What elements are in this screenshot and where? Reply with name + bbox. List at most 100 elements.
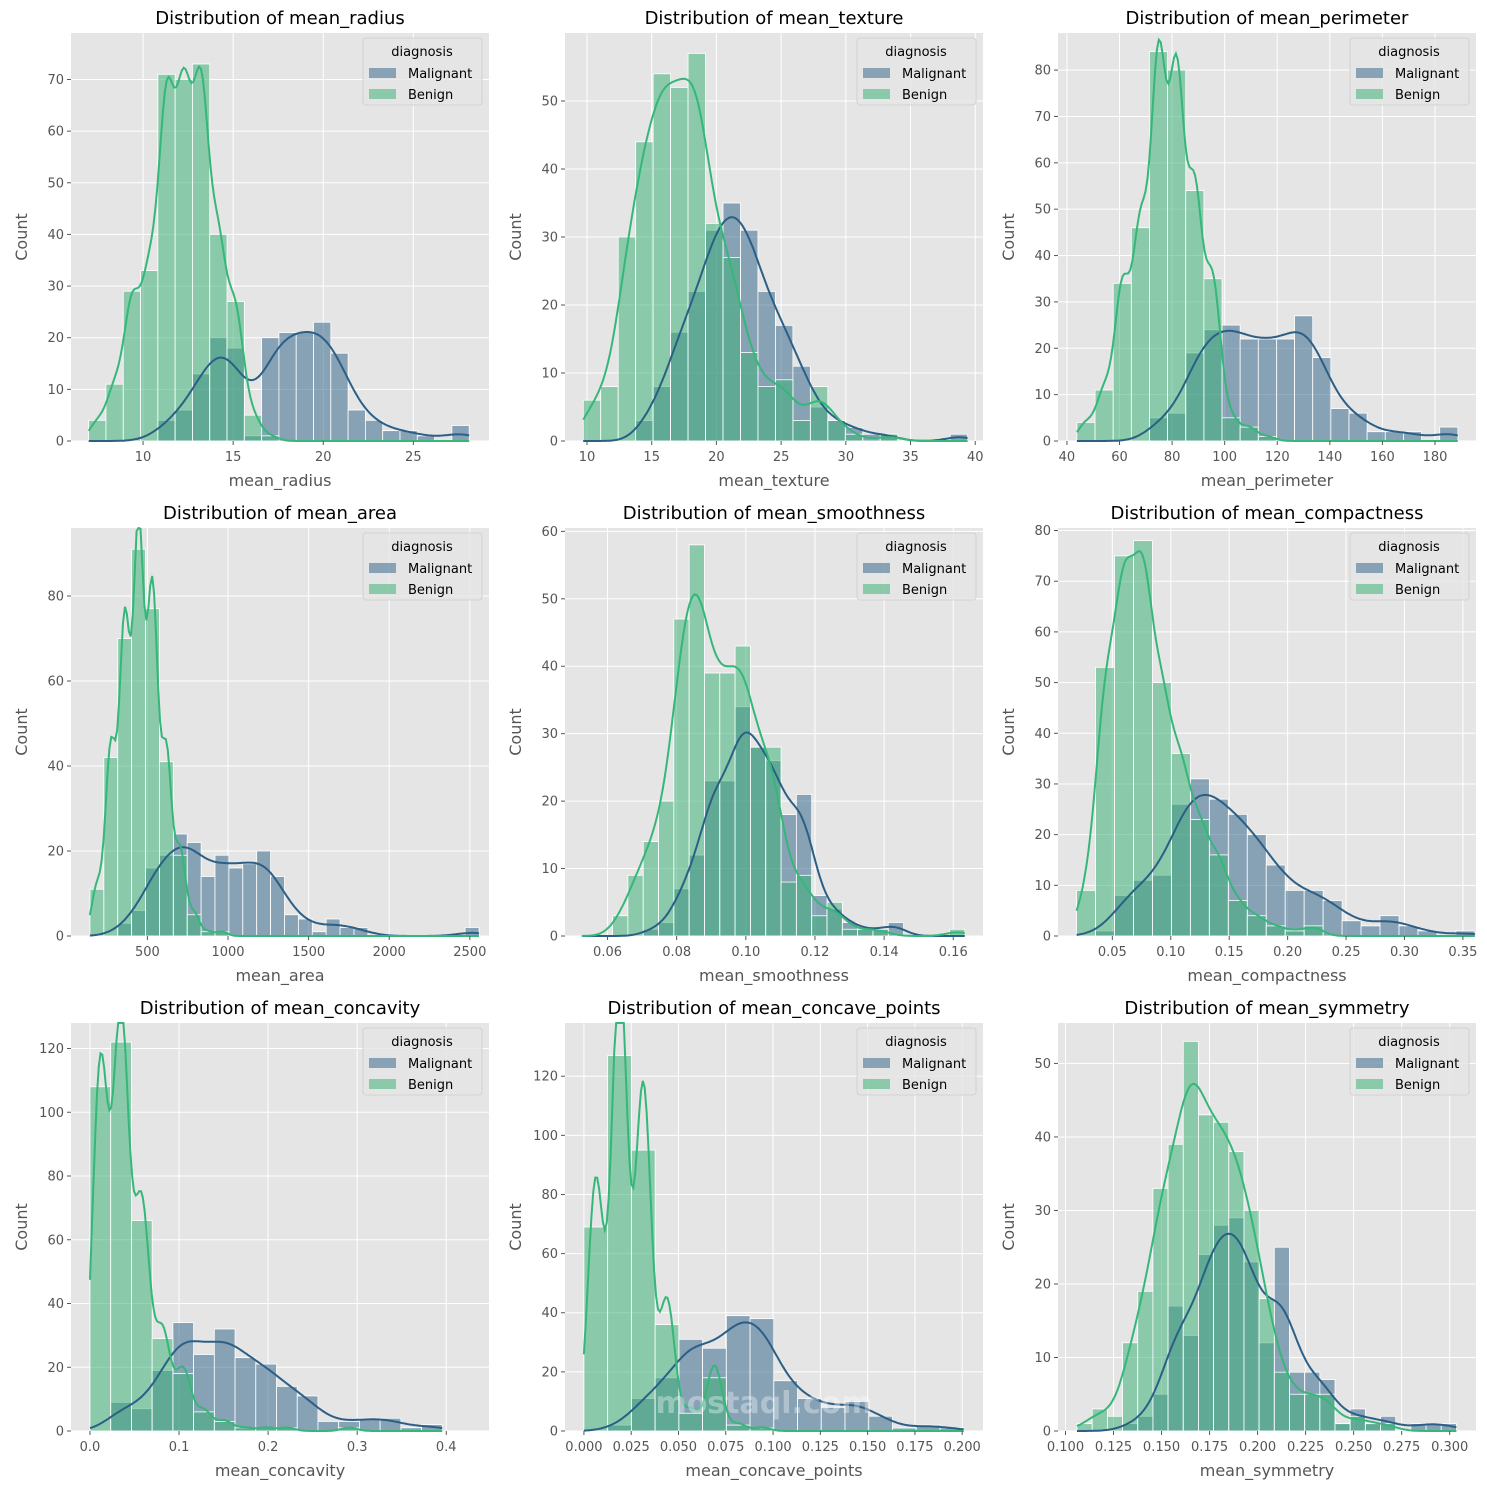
x-tick-label: 0.10: [1156, 945, 1185, 960]
legend-swatch-benign: [369, 1079, 396, 1089]
legend-swatch-malignant: [369, 563, 396, 573]
legend-box: [1349, 532, 1470, 601]
chart-title: Distribution of mean_compactness: [1111, 503, 1424, 524]
x-tick-label: 180: [1423, 450, 1448, 465]
x-tick-label: 0.025: [613, 1440, 650, 1455]
y-tick-label: 120: [39, 1042, 64, 1057]
x-tick-label: 15: [225, 450, 242, 465]
kde-line-benign: [1076, 37, 1458, 442]
bar-benign: [1319, 1393, 1336, 1432]
x-tick-label: 0.175: [1191, 1440, 1228, 1455]
y-tick-label: 60: [47, 675, 64, 690]
y-tick-label: 30: [47, 280, 64, 295]
legend-swatch-malignant: [863, 1058, 890, 1068]
x-tick-label: 120: [1265, 450, 1290, 465]
series-benign: [1076, 51, 1277, 442]
y-tick-label: 60: [1034, 156, 1051, 171]
kde-line-benign: [581, 593, 965, 937]
legend-label-malignant: Malignant: [408, 562, 472, 577]
bar-benign: [131, 1220, 153, 1432]
y-tick-label: 50: [1034, 676, 1051, 691]
legend-title: diagnosis: [391, 45, 453, 60]
y-axis-label: Count: [506, 708, 525, 756]
bar-malignant: [1341, 920, 1362, 937]
legend-label-malignant: Malignant: [1395, 67, 1459, 82]
bar-malignant: [365, 419, 384, 442]
bar-benign: [174, 79, 193, 442]
x-tick-label: 0.175: [896, 1440, 933, 1455]
y-tick-label: 40: [47, 1297, 64, 1312]
bar-benign: [635, 141, 654, 442]
bar-benign: [1273, 1371, 1290, 1432]
y-tick-label: 30: [1034, 1204, 1051, 1219]
legend-label-benign: Benign: [1395, 583, 1440, 598]
legend-swatch-benign: [1356, 1079, 1383, 1089]
bar-benign: [827, 420, 846, 442]
legend-title: diagnosis: [1378, 1035, 1440, 1050]
x-tick-label: 0.050: [660, 1440, 697, 1455]
y-tick-label: 80: [47, 1170, 64, 1185]
legend-box: [1349, 37, 1470, 106]
x-tick-label: 25: [405, 450, 422, 465]
legend-label-benign: Benign: [902, 88, 947, 103]
x-tick-label: 160: [1370, 450, 1395, 465]
bar-malignant: [451, 425, 470, 442]
y-tick-label: 60: [541, 525, 558, 540]
y-tick-label: 0: [56, 930, 64, 945]
legend: diagnosis Malignant Benign: [856, 1027, 977, 1096]
x-tick-label: 0.150: [849, 1440, 886, 1455]
bar-benign: [88, 419, 107, 442]
bar-benign: [1076, 422, 1096, 442]
x-axis-label: mean_perimeter: [1201, 471, 1334, 491]
bar-benign: [844, 433, 864, 442]
bar-malignant: [464, 927, 480, 937]
legend-box: [362, 532, 483, 601]
legend-box: [856, 1027, 977, 1096]
legend-swatch-benign: [863, 89, 890, 99]
y-tick-label: 10: [1034, 1351, 1051, 1366]
y-tick-label: 30: [541, 231, 558, 246]
y-tick-label: 80: [47, 590, 64, 605]
bar-benign: [1167, 1143, 1184, 1432]
x-tick-label: 0.0: [80, 1440, 101, 1455]
bar-benign: [1304, 1393, 1321, 1432]
watermark-logo: mostaql.com: [655, 1386, 872, 1421]
y-tick-label: 10: [1034, 879, 1051, 894]
bar-benign: [750, 746, 767, 937]
legend: diagnosis Malignant Benign: [362, 532, 483, 601]
legend-box: [856, 37, 977, 106]
bar-benign: [1284, 930, 1305, 937]
bar-benign: [1114, 555, 1134, 937]
x-tick-label: 0.275: [1383, 1440, 1420, 1455]
legend-swatch-benign: [1356, 89, 1383, 99]
x-axis-label: mean_concavity: [215, 1461, 345, 1481]
y-tick-label: 20: [541, 795, 558, 810]
y-tick-label: 50: [1034, 203, 1051, 218]
legend-box: [1349, 1027, 1470, 1096]
bar-benign: [226, 301, 245, 442]
x-tick-label: 15: [643, 450, 660, 465]
x-tick-label: 0.08: [662, 945, 691, 960]
subplot-mean_concavity: 0 20 40 60 80 100 120 0.0 0.1 0.2 0.3 0.4 Distributi…: [12, 998, 489, 1481]
legend-swatch-malignant: [863, 563, 890, 573]
x-tick-label: 0.25: [1332, 945, 1361, 960]
legend-swatch-malignant: [1356, 68, 1383, 78]
kde-line-benign: [582, 77, 968, 442]
subplot-mean_perimeter: 0 10 20 30 40 50 60 70 80 40 60 80 100 120 140 160 180 Di…: [999, 8, 1476, 491]
x-tick-label: 0.14: [870, 945, 899, 960]
y-tick-label: 10: [541, 862, 558, 877]
subplot-mean_area: 0 20 40 60 80 500 1000 1500 2000 2500 Distribution…: [12, 503, 489, 986]
legend-box: [362, 1027, 483, 1096]
legend: diagnosis Malignant Benign: [856, 532, 977, 601]
bar-benign: [1198, 1114, 1214, 1432]
y-tick-label: 70: [1034, 110, 1051, 125]
y-tick-label: 30: [1034, 777, 1051, 792]
x-axis-label: mean_compactness: [1187, 966, 1346, 986]
x-tick-label: 0.35: [1448, 945, 1477, 960]
bar-benign: [1203, 278, 1223, 442]
bar-benign: [704, 672, 721, 937]
legend-title: diagnosis: [885, 45, 947, 60]
legend-swatch-malignant: [1356, 1058, 1383, 1068]
y-tick-label: 70: [47, 73, 64, 88]
